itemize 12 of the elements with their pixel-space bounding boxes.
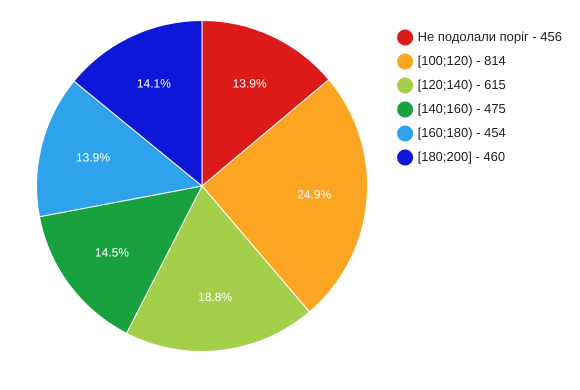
legend-label: [180;200] - 460 <box>418 149 506 164</box>
legend-label: [160;180) - 454 <box>418 125 506 140</box>
data-label: 13.9% <box>232 76 267 90</box>
data-label: 14.1% <box>136 76 172 91</box>
data-label: 14.5% <box>94 246 130 260</box>
legend-label: Не подолали поріг - 456 <box>418 29 562 44</box>
legend-label: [140;160) - 475 <box>418 101 506 116</box>
data-label: 24.9% <box>297 188 332 202</box>
legend-label: [120;140) - 615 <box>418 77 506 92</box>
legend-label: [100;120) - 814 <box>418 53 506 68</box>
data-label: 18.8% <box>198 290 232 304</box>
data-label: 13.9% <box>76 150 110 165</box>
